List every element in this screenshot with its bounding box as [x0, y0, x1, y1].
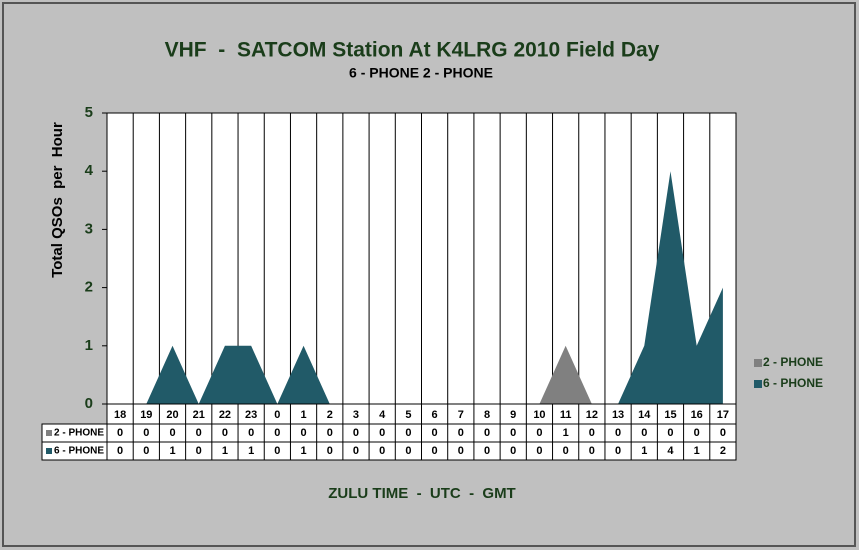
y-tick-label: 0 — [85, 395, 93, 412]
data-label: 0 — [327, 445, 333, 457]
data-label: 0 — [379, 427, 385, 439]
data-label: 0 — [196, 427, 202, 439]
data-label: 0 — [667, 427, 673, 439]
data-label: 0 — [327, 427, 333, 439]
data-label: 0 — [589, 427, 595, 439]
legend-label: 6 - PHONE — [763, 376, 823, 390]
data-label: 0 — [274, 427, 280, 439]
data-label: 0 — [641, 427, 647, 439]
data-label: 0 — [353, 427, 359, 439]
data-label: 0 — [432, 445, 438, 457]
legend-label: 2 - PHONE — [763, 355, 823, 369]
x-tick-label: 11 — [560, 409, 572, 421]
data-label: 1 — [248, 445, 254, 457]
data-label: 0 — [510, 445, 516, 457]
data-label: 0 — [222, 427, 228, 439]
data-label: 0 — [274, 445, 280, 457]
chart-title: VHF - SATCOM Station At K4LRG 2010 Field… — [165, 39, 660, 62]
table-series-label: 6 - PHONE — [54, 446, 104, 457]
data-label: 1 — [694, 445, 700, 457]
data-label: 0 — [405, 427, 411, 439]
data-label: 0 — [484, 427, 490, 439]
x-tick-label: 8 — [484, 409, 490, 421]
data-label: 0 — [169, 427, 175, 439]
table-legend-key — [46, 448, 52, 454]
y-tick-label: 5 — [85, 104, 93, 121]
data-label: 1 — [222, 445, 228, 457]
x-tick-label: 9 — [510, 409, 516, 421]
y-tick-label: 2 — [85, 279, 93, 296]
data-label: 0 — [353, 445, 359, 457]
data-label: 0 — [248, 427, 254, 439]
area — [120, 171, 723, 404]
legend-marker — [754, 359, 762, 367]
x-tick-label: 13 — [612, 409, 624, 421]
data-label: 0 — [720, 427, 726, 439]
x-tick-label: 23 — [245, 409, 257, 421]
chart-subtitle: 6 - PHONE 2 - PHONE — [349, 65, 493, 81]
data-label: 0 — [510, 427, 516, 439]
data-label: 1 — [641, 445, 647, 457]
data-label: 0 — [379, 445, 385, 457]
data-label: 0 — [432, 427, 438, 439]
data-label: 0 — [458, 445, 464, 457]
data-label: 0 — [615, 445, 621, 457]
x-tick-label: 17 — [717, 409, 729, 421]
legend-marker — [754, 380, 762, 388]
x-tick-label: 18 — [114, 409, 126, 421]
frame — [2, 2, 856, 547]
x-tick-label: 2 — [327, 409, 333, 421]
data-label: 1 — [169, 445, 175, 457]
data-label: 0 — [615, 427, 621, 439]
data-label: 0 — [536, 445, 542, 457]
data-label: 0 — [143, 445, 149, 457]
data-label: 0 — [536, 427, 542, 439]
data-label: 0 — [458, 427, 464, 439]
y-tick-label: 4 — [85, 162, 94, 179]
x-tick-label: 3 — [353, 409, 359, 421]
data-label: 0 — [143, 427, 149, 439]
x-tick-label: 21 — [193, 409, 205, 421]
area — [120, 345, 723, 404]
data-label: 0 — [301, 427, 307, 439]
table-series-label: 2 - PHONE — [54, 428, 104, 439]
data-label: 0 — [117, 445, 123, 457]
data-label: 0 — [117, 427, 123, 439]
x-tick-label: 4 — [379, 409, 386, 421]
x-tick-label: 19 — [140, 409, 152, 421]
x-tick-label: 7 — [458, 409, 464, 421]
x-tick-label: 15 — [664, 409, 676, 421]
table-legend-key — [46, 430, 52, 436]
x-tick-label: 20 — [166, 409, 178, 421]
data-label: 0 — [589, 445, 595, 457]
x-axis-title: ZULU TIME - UTC - GMT — [328, 485, 515, 502]
data-label: 0 — [694, 427, 700, 439]
x-tick-label: 14 — [638, 409, 651, 421]
data-label: 1 — [301, 445, 307, 457]
y-tick-label: 1 — [85, 337, 93, 354]
x-tick-label: 6 — [432, 409, 438, 421]
data-label: 0 — [196, 445, 202, 457]
x-tick-label: 22 — [219, 409, 231, 421]
data-label: 2 — [720, 445, 726, 457]
x-tick-label: 0 — [274, 409, 280, 421]
x-tick-label: 16 — [691, 409, 703, 421]
y-axis-title: Total QSOs per Hour — [49, 122, 66, 278]
data-label: 0 — [563, 445, 569, 457]
data-label: 0 — [484, 445, 490, 457]
data-label: 4 — [667, 445, 674, 457]
y-tick-label: 3 — [85, 220, 93, 237]
x-tick-label: 10 — [533, 409, 545, 421]
data-label: 1 — [563, 427, 569, 439]
x-tick-label: 5 — [405, 409, 411, 421]
data-label: 0 — [405, 445, 411, 457]
x-tick-label: 1 — [301, 409, 307, 421]
x-tick-label: 12 — [586, 409, 598, 421]
